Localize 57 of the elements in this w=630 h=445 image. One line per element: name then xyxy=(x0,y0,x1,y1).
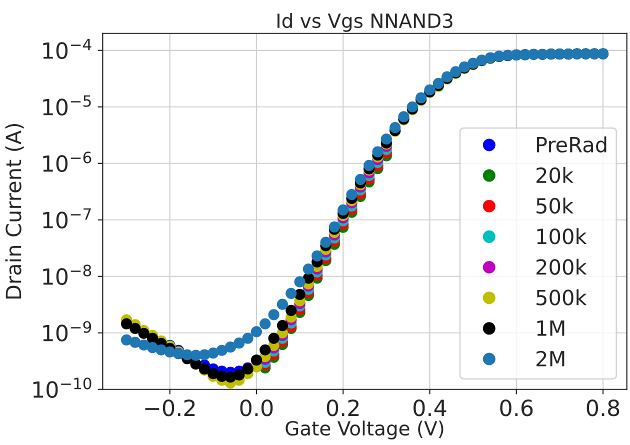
x-tick-label: 0.8 xyxy=(586,399,620,416)
point xyxy=(364,160,375,171)
point xyxy=(294,276,306,288)
chart-title: Id vs Vgs NNAND3 xyxy=(278,13,452,32)
legend-label: 100k xyxy=(537,228,587,244)
x-tick-label: 0.0 xyxy=(240,399,273,416)
x-tick-label: 0.4 xyxy=(414,399,446,416)
point xyxy=(260,344,271,356)
legend-label: 20k xyxy=(536,166,574,184)
y-tick-label: 10$^{−4}$ xyxy=(43,38,92,59)
point xyxy=(286,304,297,316)
point xyxy=(130,336,141,348)
legend-label: 1M xyxy=(537,320,564,336)
point xyxy=(286,288,297,299)
x-tick-label: 0.6 xyxy=(500,399,533,416)
y-tick-label: 10$^{−10}$ xyxy=(33,378,92,398)
point xyxy=(234,369,245,381)
point xyxy=(260,318,271,330)
point xyxy=(268,332,280,344)
point xyxy=(130,322,141,334)
point xyxy=(138,328,150,339)
point xyxy=(234,338,245,349)
point xyxy=(120,318,132,330)
y-tick-label: 10$^{−6}$ xyxy=(43,152,92,172)
point xyxy=(276,320,288,332)
legend-label: 50k xyxy=(536,198,574,214)
point xyxy=(346,189,358,200)
x-axis-title: Gate Voltage (V) xyxy=(286,420,444,440)
point xyxy=(242,332,254,344)
legend-label: 2M xyxy=(536,350,564,366)
point xyxy=(268,309,280,320)
point xyxy=(276,298,288,310)
legend-label: PreRad xyxy=(537,136,606,153)
y-tick-label: 10$^{−9}$ xyxy=(43,321,92,342)
y-axis-title: Drain Current (A) xyxy=(5,124,24,299)
point xyxy=(302,263,314,275)
x-tick-label: 0.2 xyxy=(326,399,359,416)
point xyxy=(372,146,384,158)
y-tick-label: 10$^{−5}$ xyxy=(43,95,91,116)
point xyxy=(250,354,262,366)
point xyxy=(354,174,366,185)
point xyxy=(338,204,349,216)
point xyxy=(208,347,219,359)
y-tick-label: 10$^{−8}$ xyxy=(43,264,92,285)
point xyxy=(328,221,340,232)
point xyxy=(216,344,228,356)
point xyxy=(250,326,262,338)
point xyxy=(312,250,323,262)
legend-label: 500k xyxy=(536,289,587,306)
point xyxy=(320,236,332,248)
y-tick-label: 10$^{−7}$ xyxy=(43,208,91,228)
x-tick-label: −0.2 xyxy=(145,399,195,416)
point xyxy=(224,342,236,353)
point xyxy=(380,133,392,145)
point xyxy=(390,122,401,134)
point xyxy=(398,111,410,122)
legend-label: 200k xyxy=(536,258,587,275)
